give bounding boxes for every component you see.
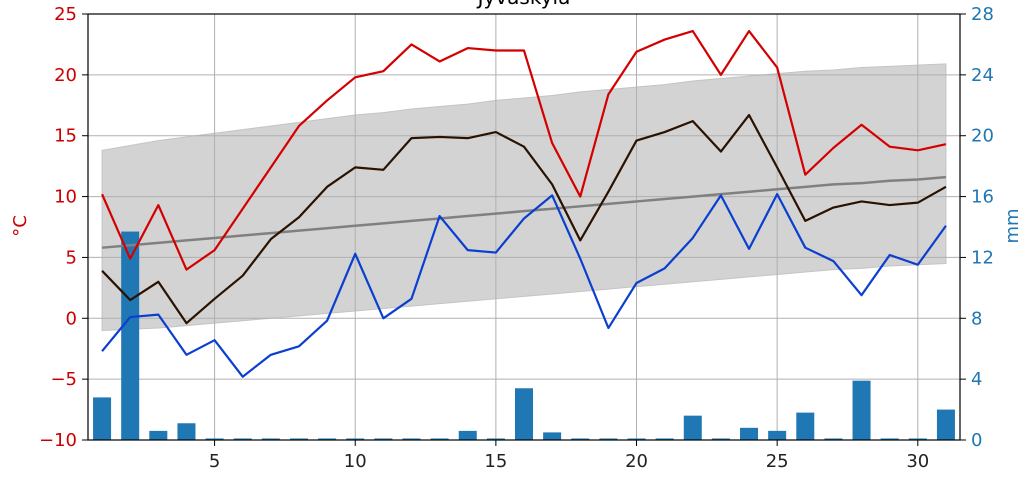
min-temperature-line (101, 193, 947, 378)
precipitation-bar (824, 438, 843, 440)
x-tick-label: 20 (625, 451, 648, 472)
y-left-axis-label: °C (10, 215, 31, 237)
precipitation-bar (458, 430, 477, 440)
precipitation-bar (430, 438, 449, 440)
precipitation-bar (768, 430, 787, 440)
precipitation-bar (683, 415, 702, 440)
chart-title: Jyväskylä (476, 0, 571, 9)
precipitation-bar (852, 380, 871, 440)
precipitation-bar (121, 231, 140, 440)
y-right-tick-label: 8 (971, 308, 982, 329)
precipitation-bar (205, 438, 224, 440)
y-right-tick-label: 28 (971, 4, 994, 25)
y-left-tick-label: 15 (54, 126, 77, 147)
precipitation-bar (627, 438, 646, 440)
precipitation-bar (543, 432, 562, 440)
y-left-tick-label: −5 (50, 369, 77, 390)
axes: −10 −5 0 5 10 15 20 25 0 4 8 12 16 20 24 28 5 10 15 20 25 30 (39, 4, 994, 472)
y-right-tick-label: 24 (971, 65, 994, 86)
y-left-tick-label: 25 (54, 4, 77, 25)
precipitation-bar (233, 438, 252, 440)
precipitation-bar (711, 438, 730, 440)
y-left-tick-label: 20 (54, 65, 77, 86)
y-left-tick-label: −10 (39, 430, 77, 451)
precipitation-bar (908, 438, 927, 440)
precipitation-bar (318, 438, 337, 440)
precipitation-bar (599, 438, 618, 440)
precipitation-bar (486, 438, 505, 440)
x-tick-label: 30 (906, 451, 929, 472)
precipitation-bar (514, 388, 534, 440)
normal-range-band (101, 63, 947, 331)
precipitation-bar (655, 438, 674, 440)
precipitation-bars (93, 231, 955, 440)
y-right-tick-label: 12 (971, 247, 994, 268)
precipitation-bar (149, 430, 168, 440)
precipitation-bar (289, 438, 308, 440)
precipitation-bar (374, 438, 393, 440)
mean-temperature-line (101, 113, 947, 325)
max-temperature-line (101, 29, 947, 271)
x-tick-label: 10 (344, 451, 367, 472)
y-right-tick-label: 0 (971, 430, 982, 451)
y-right-tick-label: 4 (971, 369, 982, 390)
normal-temperature-line (101, 175, 947, 249)
precipitation-bar (936, 409, 955, 440)
y-left-tick-label: 10 (54, 187, 77, 208)
y-left-tick-label: 5 (66, 247, 77, 268)
precipitation-bar (571, 438, 590, 440)
temperature-lines (101, 29, 947, 378)
x-tick-label: 15 (484, 451, 507, 472)
precipitation-bar (261, 438, 280, 440)
precipitation-bar (796, 412, 815, 440)
precipitation-bar (740, 427, 759, 440)
precipitation-bar (346, 438, 365, 440)
precipitation-bar (93, 397, 112, 440)
precipitation-bar (177, 423, 196, 440)
y-right-axis-label: mm (1002, 208, 1023, 243)
plot-frame (87, 13, 961, 441)
y-left-tick-label: 0 (66, 308, 77, 329)
precipitation-bar (880, 438, 899, 440)
y-right-tick-label: 20 (971, 126, 994, 147)
normal-range-area (101, 63, 947, 331)
precipitation-bar (402, 438, 421, 440)
x-tick-label: 25 (766, 451, 789, 472)
x-tick-label: 5 (209, 451, 220, 472)
y-right-tick-label: 16 (971, 187, 994, 208)
